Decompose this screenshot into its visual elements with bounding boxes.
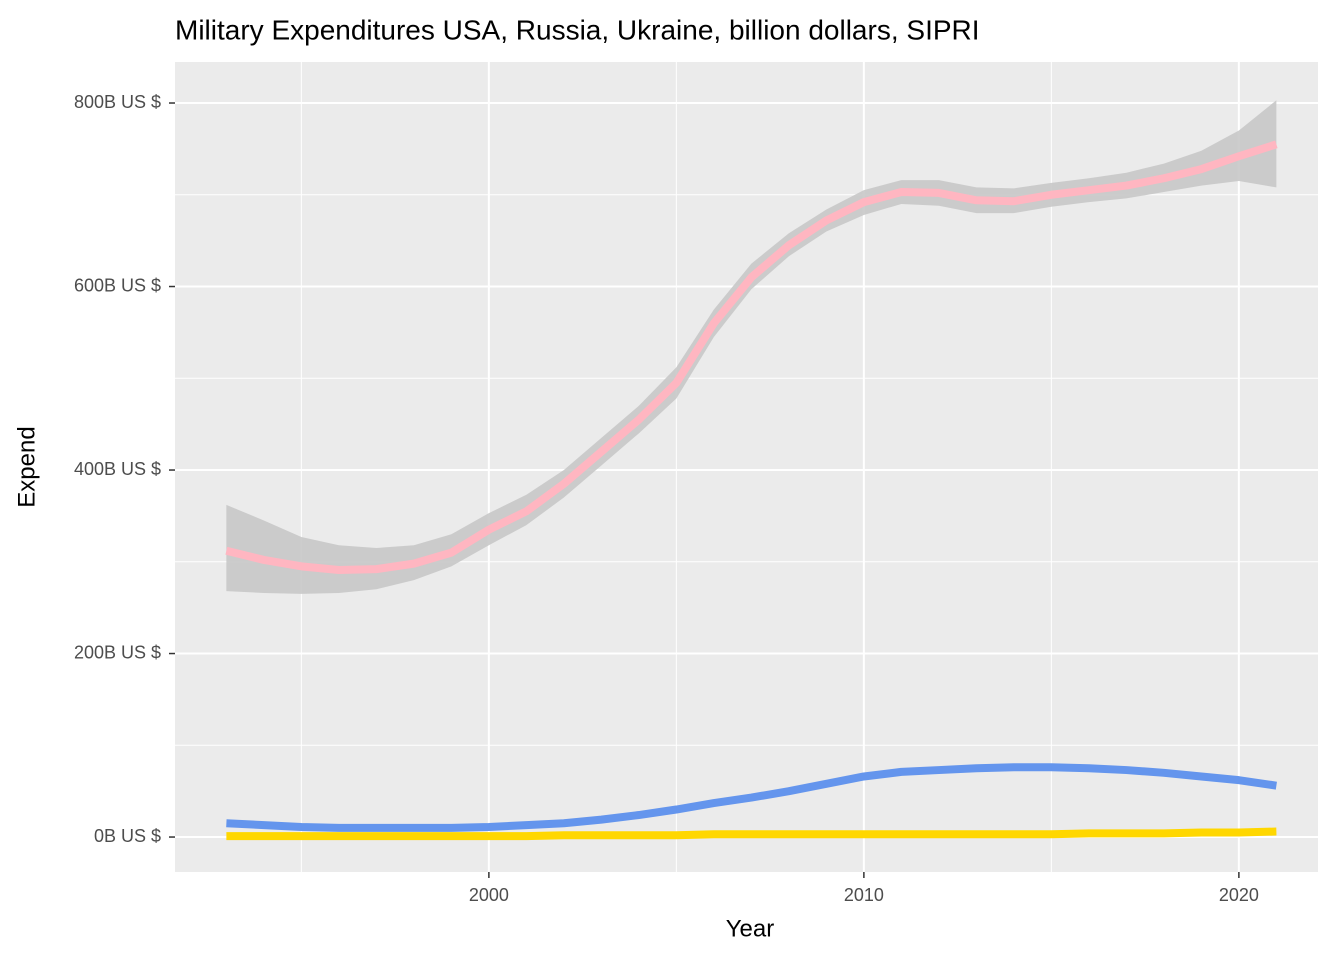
y-tick-label: 400B US $ [74, 459, 161, 479]
series-line [226, 763, 1277, 832]
chart-title: Military Expenditures USA, Russia, Ukrai… [175, 14, 980, 45]
y-tick-label: 200B US $ [74, 642, 161, 662]
confidence-band [226, 100, 1277, 594]
series-line [226, 827, 1277, 841]
y-axis-title: Expend [13, 426, 40, 507]
x-axis-title: Year [726, 915, 775, 942]
x-tick-label: 2010 [844, 885, 884, 905]
series-line [225, 140, 1278, 575]
y-tick-label: 800B US $ [74, 92, 161, 112]
x-tick-label: 2020 [1219, 885, 1259, 905]
y-tick-label: 600B US $ [74, 275, 161, 295]
y-tick-label: 0B US $ [94, 826, 161, 846]
x-tick-label: 2000 [469, 885, 509, 905]
